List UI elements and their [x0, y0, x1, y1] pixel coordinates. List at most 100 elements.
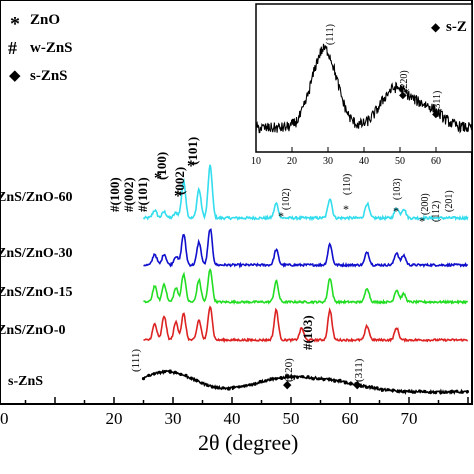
series-marker: [317, 377, 321, 381]
series-marker: [253, 382, 257, 386]
inset-series-line: [255, 43, 473, 134]
inset-peak-label-220: (220): [399, 70, 410, 92]
plot-frame: [0, 0, 473, 405]
legend-label-szns: s-ZnS: [30, 68, 68, 84]
peak-label-zno-103: (103): [392, 178, 403, 200]
series-label-30: ZnS/ZnO-30: [0, 246, 72, 261]
series-marker: [322, 377, 326, 382]
peak-label-wzns-103: #(103): [300, 315, 315, 350]
series-marker: [221, 386, 225, 390]
series-marker: [157, 370, 161, 374]
series-marker: [184, 373, 188, 377]
legend-symbol-wzns: #: [8, 38, 17, 58]
series-marker: [359, 384, 363, 388]
series-marker: [349, 382, 353, 386]
peak-label-szns-311: (311): [353, 358, 365, 382]
legend-symbol-szns: ◆: [9, 68, 21, 84]
series-marker: [301, 375, 305, 379]
series-label-60: ZnS/ZnO-60: [0, 190, 72, 205]
series-marker: [216, 386, 220, 390]
zno-small-annotations: * (102) * (110) * (103) * (200) (112) (2…: [278, 174, 455, 228]
inset-annotations: ◆ s-Z (111) ◆ (220) ◆ (311): [325, 19, 467, 120]
series-marker: [444, 390, 448, 394]
series-line-3: [143, 305, 468, 344]
series-marker: [311, 377, 315, 381]
peak-label-szns-111: (111): [130, 349, 142, 372]
series-marker: [380, 388, 384, 392]
inset-layer: [255, 43, 473, 134]
series-marker: [434, 391, 438, 395]
zno-star-103: *: [393, 204, 399, 218]
series-marker: [274, 377, 278, 381]
inset-x-tick-label: 50: [395, 156, 405, 167]
series-marker: [449, 389, 454, 393]
legend-label-zno: ZnO: [30, 12, 60, 28]
series-marker: [280, 376, 284, 380]
series-marker: [412, 390, 416, 394]
legend-symbol-zno: *: [10, 13, 20, 35]
inset-diamond: ◆: [431, 20, 441, 34]
series-marker: [407, 389, 411, 393]
series-label-szns: s-ZnS: [8, 374, 43, 389]
series-marker: [460, 390, 464, 394]
series-marker: [364, 385, 369, 389]
inset-x-axis: 10 20 30 40 50 60: [251, 147, 441, 167]
inset-x-tick-label: 30: [323, 156, 333, 167]
series-marker: [375, 386, 379, 390]
x-tick-label: 60: [342, 409, 359, 428]
series-label-15: ZnS/ZnO-15: [0, 285, 72, 300]
series-marker: [455, 389, 459, 393]
series-marker: [343, 381, 347, 385]
series-marker: [163, 370, 167, 374]
series-marker: [168, 369, 172, 373]
series-marker: [418, 389, 422, 393]
series-marker: [205, 383, 209, 387]
series-marker: [147, 373, 151, 377]
peak-label-zno-201: (201): [444, 190, 455, 212]
series-marker: [189, 376, 193, 380]
series-marker: [327, 377, 331, 381]
inset-x-tick-label: 10: [251, 156, 261, 167]
inset-peak-label-311: (311): [432, 91, 443, 112]
inset-diamond-311: ◆: [432, 109, 440, 120]
series-marker: [465, 390, 469, 394]
inset-peak-label-111: (111): [325, 24, 336, 45]
peak-label-zno-100: (100): [154, 152, 169, 180]
series-marker: [173, 370, 177, 374]
x-tick-label: 30: [165, 409, 182, 428]
x-tick-label: 40: [224, 409, 241, 428]
peak-label-szns-220: (220): [283, 358, 295, 382]
series-marker: [179, 372, 183, 376]
peak-label-zno-102: (102): [281, 188, 292, 210]
inset-frame: [255, 3, 473, 153]
series-marker: [141, 377, 146, 381]
series-marker: [195, 378, 199, 382]
inset-legend-label: s-Z: [446, 19, 467, 35]
series-line-2: [143, 268, 469, 305]
x-tick-label: 70: [401, 409, 418, 428]
series-marker: [402, 390, 406, 394]
series-marker: [237, 385, 241, 389]
x-tick-label: 50: [283, 409, 300, 428]
peak-label-wzns-101: #(101): [135, 177, 150, 212]
series-marker: [439, 391, 443, 395]
inset-diamond-220: ◆: [399, 90, 407, 101]
series-marker: [264, 379, 268, 383]
zno-star-100: *: [154, 170, 162, 187]
x-axis: 0 20 30 40 50 60 70: [0, 397, 469, 428]
series-line-0: [142, 164, 469, 222]
series-marker: [285, 374, 289, 378]
series-marker: [423, 389, 427, 394]
series-marker: [258, 379, 262, 384]
series-marker: [391, 388, 395, 392]
peak-label-zno-200: (200): [420, 193, 431, 215]
peak-label-zno-110: (110): [342, 174, 353, 195]
series-marker: [269, 377, 273, 381]
series-marker: [306, 375, 310, 379]
zno-star-101: *: [187, 158, 195, 175]
series-line-1: [143, 228, 469, 269]
series-marker: [386, 388, 390, 392]
szns-annotations: (111) ◆ (220) ◆ (311): [130, 349, 365, 391]
series-marker: [152, 372, 156, 376]
